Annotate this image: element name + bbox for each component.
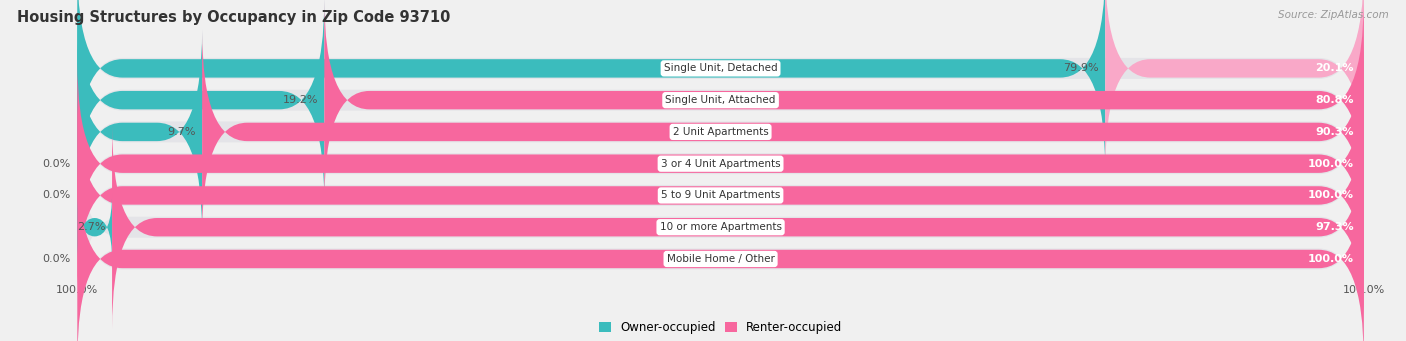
FancyBboxPatch shape bbox=[77, 62, 1364, 266]
FancyBboxPatch shape bbox=[77, 31, 1364, 233]
Text: 9.7%: 9.7% bbox=[167, 127, 195, 137]
FancyBboxPatch shape bbox=[77, 194, 112, 261]
Text: 0.0%: 0.0% bbox=[42, 190, 70, 201]
Text: 5 to 9 Unit Apartments: 5 to 9 Unit Apartments bbox=[661, 190, 780, 201]
Text: Mobile Home / Other: Mobile Home / Other bbox=[666, 254, 775, 264]
Text: Source: ZipAtlas.com: Source: ZipAtlas.com bbox=[1278, 10, 1389, 20]
Text: 90.3%: 90.3% bbox=[1315, 127, 1354, 137]
FancyBboxPatch shape bbox=[202, 30, 1364, 234]
FancyBboxPatch shape bbox=[77, 157, 1364, 341]
Text: Single Unit, Detached: Single Unit, Detached bbox=[664, 63, 778, 73]
FancyBboxPatch shape bbox=[77, 95, 1364, 296]
Text: 10 or more Apartments: 10 or more Apartments bbox=[659, 222, 782, 232]
Text: 0.0%: 0.0% bbox=[42, 254, 70, 264]
Text: 100.0%: 100.0% bbox=[1308, 159, 1354, 169]
FancyBboxPatch shape bbox=[77, 0, 1105, 170]
Text: 3 or 4 Unit Apartments: 3 or 4 Unit Apartments bbox=[661, 159, 780, 169]
FancyBboxPatch shape bbox=[77, 63, 1364, 264]
Text: 100.0%: 100.0% bbox=[1308, 190, 1354, 201]
Text: 0.0%: 0.0% bbox=[42, 159, 70, 169]
Text: Single Unit, Attached: Single Unit, Attached bbox=[665, 95, 776, 105]
Legend: Owner-occupied, Renter-occupied: Owner-occupied, Renter-occupied bbox=[593, 316, 848, 339]
Text: 20.1%: 20.1% bbox=[1315, 63, 1354, 73]
FancyBboxPatch shape bbox=[1105, 0, 1364, 170]
Text: 100.0%: 100.0% bbox=[1308, 254, 1354, 264]
FancyBboxPatch shape bbox=[77, 127, 1364, 328]
FancyBboxPatch shape bbox=[77, 93, 1364, 297]
Text: 80.8%: 80.8% bbox=[1315, 95, 1354, 105]
FancyBboxPatch shape bbox=[112, 125, 1364, 329]
Text: 19.2%: 19.2% bbox=[283, 95, 318, 105]
FancyBboxPatch shape bbox=[77, 30, 202, 234]
Text: 79.9%: 79.9% bbox=[1063, 63, 1099, 73]
FancyBboxPatch shape bbox=[77, 0, 1364, 169]
Text: 2 Unit Apartments: 2 Unit Apartments bbox=[672, 127, 769, 137]
Text: 2.7%: 2.7% bbox=[77, 222, 105, 232]
Text: 97.3%: 97.3% bbox=[1315, 222, 1354, 232]
Text: Housing Structures by Occupancy in Zip Code 93710: Housing Structures by Occupancy in Zip C… bbox=[17, 10, 450, 25]
FancyBboxPatch shape bbox=[77, 0, 325, 202]
FancyBboxPatch shape bbox=[325, 0, 1364, 202]
FancyBboxPatch shape bbox=[77, 158, 1364, 341]
FancyBboxPatch shape bbox=[77, 0, 1364, 201]
